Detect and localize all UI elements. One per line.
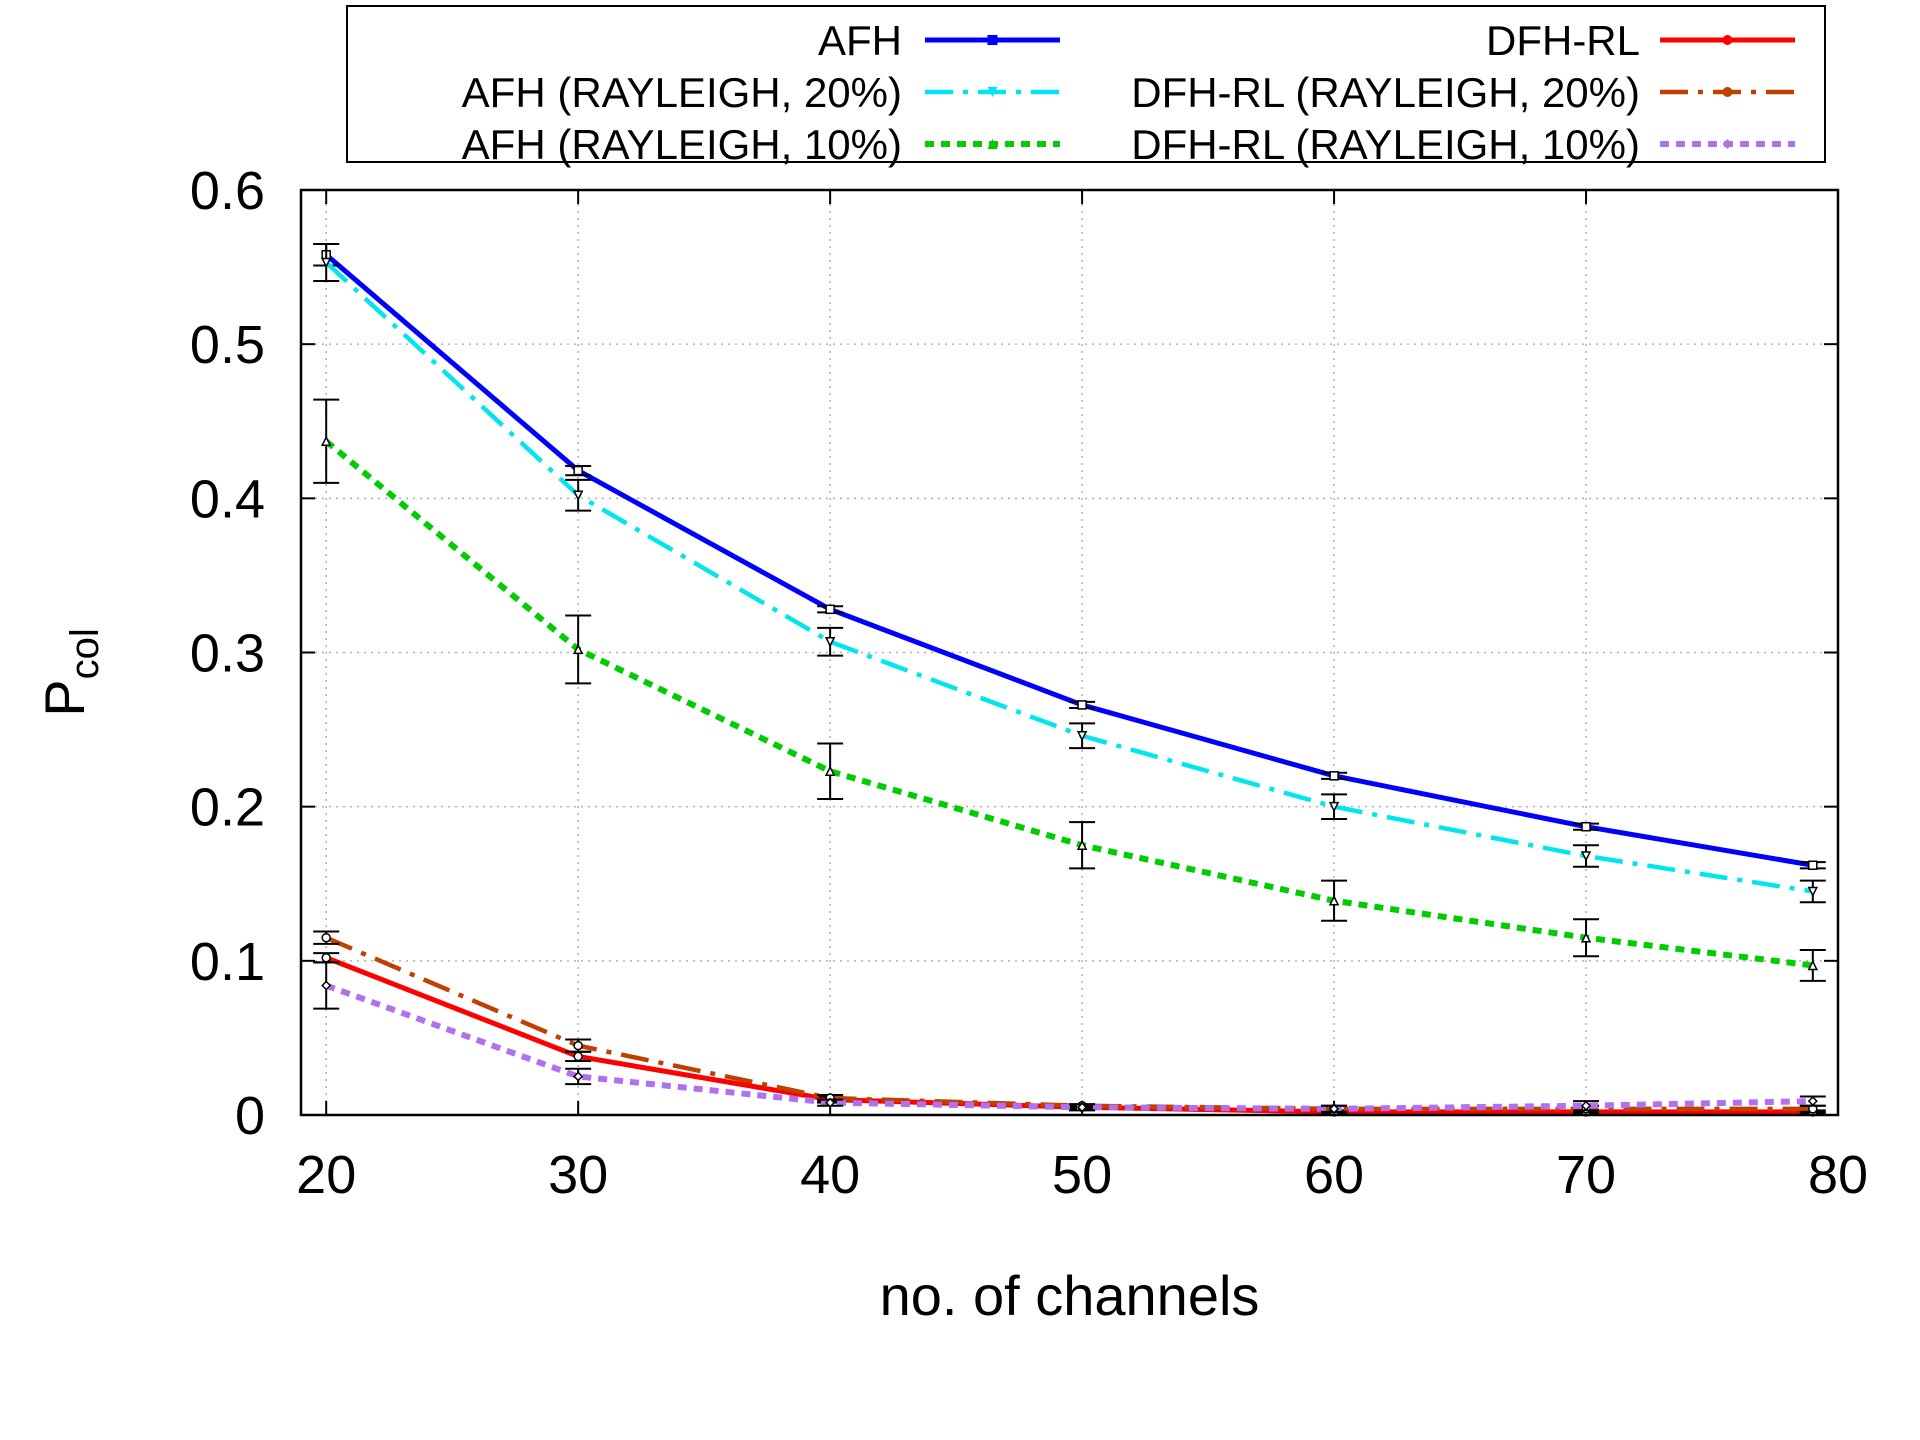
y-tick-label: 0.1 bbox=[190, 932, 265, 992]
y-tick-label: 0.2 bbox=[190, 778, 265, 838]
data-point bbox=[824, 636, 836, 648]
legend-label: AFH bbox=[818, 17, 902, 64]
x-tick-label: 70 bbox=[1556, 1145, 1616, 1205]
series-1 bbox=[313, 952, 1826, 1117]
y-axis-title-main: P bbox=[33, 679, 96, 716]
legend-item-2: AFH (RAYLEIGH, 20%) bbox=[462, 69, 1060, 116]
data-point bbox=[572, 643, 584, 655]
plot-frame bbox=[299, 188, 1840, 1117]
legend-item-5: DFH-RL (RAYLEIGH, 10%) bbox=[1131, 121, 1795, 168]
x-tick-label: 20 bbox=[296, 1145, 356, 1205]
y-tick-label: 0.3 bbox=[190, 624, 265, 684]
series-line bbox=[324, 252, 1814, 868]
legend-marker bbox=[1722, 87, 1733, 97]
legend-item-3: DFH-RL (RAYLEIGH, 20%) bbox=[1131, 69, 1795, 116]
data-point bbox=[1328, 801, 1340, 813]
data-point bbox=[573, 1051, 583, 1062]
x-tick-label: 60 bbox=[1304, 1145, 1364, 1205]
legend-label: DFH-RL (RAYLEIGH, 10%) bbox=[1131, 121, 1640, 168]
data-point bbox=[573, 1040, 583, 1051]
data-point bbox=[321, 953, 331, 963]
data-point bbox=[1076, 839, 1088, 850]
data-point bbox=[1580, 1100, 1592, 1111]
y-tick-label: 0 bbox=[235, 1086, 265, 1146]
data-point bbox=[1329, 1103, 1340, 1114]
data-point bbox=[1807, 1096, 1818, 1107]
series-0 bbox=[313, 242, 1826, 870]
data-point bbox=[1580, 851, 1592, 862]
legend-item-1: DFH-RL bbox=[1486, 17, 1795, 64]
data-point bbox=[320, 257, 332, 269]
data-point bbox=[1807, 886, 1819, 898]
legend-frame bbox=[346, 5, 1826, 163]
data-point bbox=[1076, 731, 1088, 742]
legend-marker bbox=[987, 35, 998, 45]
x-tick-label: 40 bbox=[800, 1145, 860, 1205]
legend-label: DFH-RL bbox=[1486, 17, 1640, 64]
legend-marker bbox=[987, 87, 998, 97]
legend-label: DFH-RL (RAYLEIGH, 20%) bbox=[1131, 69, 1640, 116]
data-point bbox=[1580, 932, 1592, 943]
y-tick-label: 0.6 bbox=[190, 161, 265, 221]
legend: AFH DFH-RL AFH (RAYLEIGH, 20%) DFH-RL (RAYL… bbox=[346, 5, 1826, 168]
x-tick-label: 30 bbox=[548, 1145, 608, 1205]
data-point bbox=[1807, 959, 1819, 971]
series-4 bbox=[313, 398, 1826, 982]
legend-marker bbox=[1722, 35, 1733, 45]
data-point bbox=[573, 1071, 584, 1082]
y-tick-label: 0.4 bbox=[190, 469, 265, 529]
data-point bbox=[825, 604, 835, 615]
x-axis-title: no. of channels bbox=[880, 1264, 1260, 1327]
legend-label: AFH (RAYLEIGH, 20%) bbox=[462, 69, 902, 116]
series-5 bbox=[313, 961, 1826, 1114]
data-point bbox=[1077, 1102, 1088, 1113]
series-line bbox=[324, 438, 1814, 969]
data-point bbox=[1077, 700, 1087, 710]
x-tick-label: 50 bbox=[1052, 1145, 1112, 1205]
y-axis-title: Pcol bbox=[33, 628, 107, 717]
data-point bbox=[1581, 821, 1591, 832]
series-line bbox=[324, 260, 1814, 894]
legend-item-0: AFH bbox=[818, 17, 1060, 64]
legend-item-4: AFH (RAYLEIGH, 10%) bbox=[462, 121, 1060, 168]
data-point bbox=[824, 765, 836, 776]
data-point bbox=[573, 465, 583, 476]
legend-marker bbox=[1722, 139, 1733, 149]
y-axis-title-subscript: col bbox=[63, 628, 107, 679]
series-line bbox=[325, 955, 1813, 1115]
y-axis-ticks: 0 0.1 0.2 0.3 0.4 0.5 0.6 bbox=[190, 161, 1838, 1146]
series-group bbox=[313, 242, 1826, 1117]
legend-marker bbox=[987, 139, 998, 149]
x-axis-ticks: 20 30 40 50 60 70 80 bbox=[296, 190, 1868, 1205]
legend-label: AFH (RAYLEIGH, 10%) bbox=[462, 121, 902, 168]
data-point bbox=[321, 932, 331, 943]
x-tick-label: 80 bbox=[1808, 1145, 1868, 1205]
data-point bbox=[320, 435, 332, 447]
data-point bbox=[572, 490, 584, 501]
data-point bbox=[825, 1097, 836, 1108]
data-point bbox=[1808, 860, 1818, 870]
series-line bbox=[325, 935, 1813, 1112]
data-point bbox=[321, 980, 332, 991]
y-tick-label: 0.5 bbox=[190, 315, 265, 375]
series-2 bbox=[313, 242, 1826, 904]
data-point bbox=[1329, 771, 1339, 781]
data-point bbox=[1328, 895, 1340, 906]
grid-lines bbox=[301, 190, 1838, 1115]
series-3 bbox=[313, 930, 1826, 1114]
